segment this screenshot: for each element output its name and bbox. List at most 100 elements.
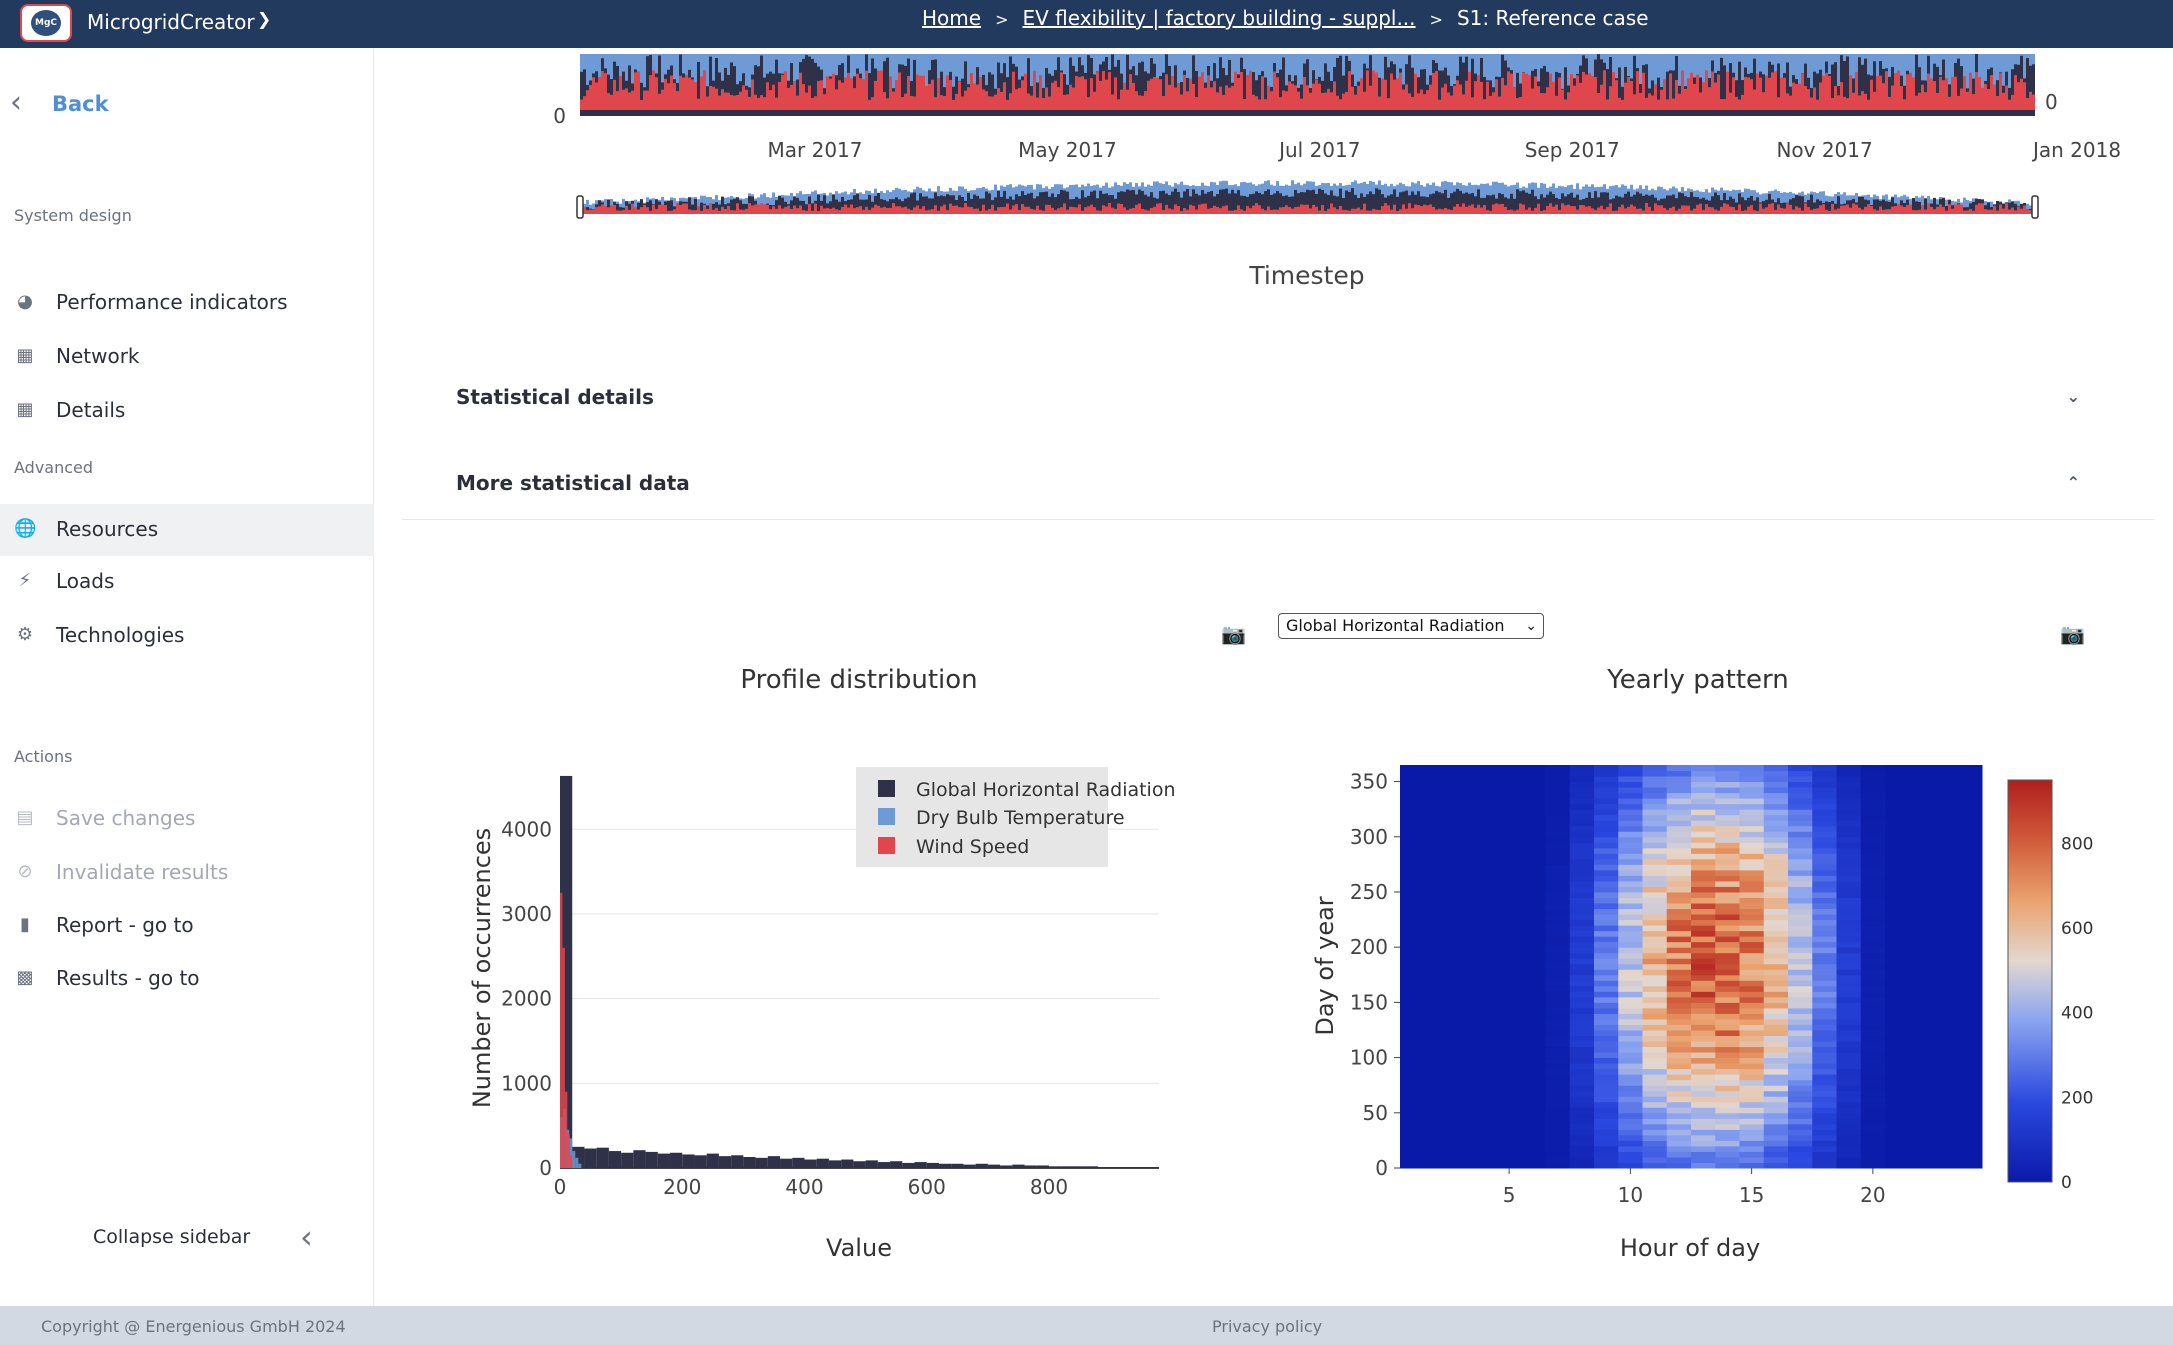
range-series-ghr xyxy=(1120,191,1123,214)
heatmap-cell xyxy=(1642,891,1668,898)
camera-icon[interactable]: 📷 xyxy=(1221,622,1246,646)
yearly-pattern-chart[interactable]: Yearly pattern 5 10 15 20 05010015020025030… xyxy=(1275,650,2135,1290)
heatmap-cell xyxy=(1933,1052,1959,1059)
series-bar-wind xyxy=(811,98,814,114)
heatmap-cell xyxy=(1909,930,1934,937)
heatmap-cell xyxy=(1691,958,1716,965)
range-series-wind xyxy=(1981,203,1984,214)
range-series-ghr xyxy=(970,198,973,214)
series-bar-wind xyxy=(1150,78,1153,114)
legend-label[interactable]: Global Horizontal Radiation xyxy=(916,779,1176,801)
heatmap-cell xyxy=(1788,1112,1813,1119)
heatmap-cell xyxy=(1933,1013,1959,1020)
accordion-more-statistical-data[interactable]: More statistical data ⌃ xyxy=(456,471,2096,495)
heatmap-cell xyxy=(1618,1079,1643,1086)
range-series-ghr xyxy=(1018,196,1021,214)
series-bar-ghr xyxy=(1006,77,1009,114)
range-series-ghr xyxy=(1669,195,1672,214)
heatmap-cell xyxy=(1763,1151,1789,1158)
chevron-left-icon[interactable]: ‹ xyxy=(300,1218,313,1256)
heatmap-cell xyxy=(1812,1002,1837,1009)
app-name[interactable]: MicrogridCreator xyxy=(87,10,255,34)
heatmap-cell xyxy=(1860,798,1886,805)
series-bar-wind xyxy=(1381,78,1384,114)
timeseries-chart[interactable]: 0 0 Mar 2017 May 2017 Jul 2017 Sep 2017 Nov … xyxy=(380,48,2170,308)
timeseries-plot-area[interactable] xyxy=(580,54,2035,116)
heatmap-cell xyxy=(1860,1145,1886,1152)
top-bar: MgC MicrogridCreator ❯ Home > EV flexibili… xyxy=(0,0,2173,48)
sidebar-item-performance-indicators[interactable]: ◕ Performance indicators xyxy=(0,277,374,329)
heatmap-cell xyxy=(1788,891,1813,898)
series-bar-wind xyxy=(1342,93,1345,114)
series-bar-wind xyxy=(1531,88,1534,114)
heatmap-cell xyxy=(1885,996,1910,1003)
heatmap-cell xyxy=(1763,1112,1789,1119)
heatmap-cell xyxy=(1545,914,1571,921)
range-series-wind xyxy=(970,207,973,214)
heatmap-cell xyxy=(1400,809,1425,816)
sidebar-item-invalidate-results[interactable]: ⊘ Invalidate results xyxy=(0,847,374,899)
heatmap-cell xyxy=(1569,1129,1595,1136)
range-series-wind xyxy=(1402,204,1405,214)
heatmap-cell xyxy=(1885,1118,1910,1125)
heatmap-cell xyxy=(1448,969,1474,976)
heatmap-cell xyxy=(1812,1029,1837,1037)
sidebar-item-resources[interactable]: 🌐 Resources xyxy=(0,504,374,556)
heatmap-cell xyxy=(1957,1129,1983,1136)
accordion-statistical-details[interactable]: Statistical details ⌄ xyxy=(456,385,2096,409)
heatmap-cell xyxy=(1400,1118,1425,1125)
series-bar-wind xyxy=(826,76,829,114)
legend-label[interactable]: Wind Speed xyxy=(916,836,1029,858)
series-bar-wind xyxy=(937,78,940,114)
resource-select[interactable]: Global Horizontal Radiation ⌄ xyxy=(1278,613,1544,639)
legend[interactable]: Global Horizontal Radiation Dry Bulb Tem… xyxy=(856,767,1176,867)
sidebar-item-technologies[interactable]: ⚙ Technologies xyxy=(0,610,374,662)
collapse-sidebar-button[interactable]: Collapse sidebar xyxy=(93,1226,251,1248)
heatmap-cell xyxy=(1400,897,1425,904)
profile-distribution-chart[interactable]: Profile distribution 0 200 400 600 800 01000… xyxy=(440,650,1220,1290)
range-series-wind xyxy=(1741,210,1744,214)
heatmap-cell xyxy=(1642,925,1668,932)
range-slider[interactable] xyxy=(576,180,2039,219)
legend-label[interactable]: Dry Bulb Temperature xyxy=(916,807,1125,829)
range-series-ghr xyxy=(880,199,883,214)
range-series-wind xyxy=(1135,204,1138,214)
breadcrumb-project[interactable]: EV flexibility | factory building - supp… xyxy=(1022,6,1416,30)
range-handle-right[interactable] xyxy=(2031,195,2039,219)
privacy-policy-link[interactable]: Privacy policy xyxy=(1212,1317,1323,1336)
series-bar-wind xyxy=(2020,78,2023,114)
range-series-wind xyxy=(1717,210,1720,214)
breadcrumb-home[interactable]: Home xyxy=(922,6,982,30)
heatmap-cell xyxy=(1472,1101,1498,1108)
sidebar-item-loads[interactable]: ⚡ Loads xyxy=(0,556,374,608)
heatmap-cell xyxy=(1957,798,1983,805)
series-bar-ghr xyxy=(940,71,943,114)
heatmap-cell xyxy=(1812,1046,1837,1053)
series-bar-wind xyxy=(1810,97,1813,114)
sidebar-item-results[interactable]: ▩ Results - go to xyxy=(0,953,374,1005)
heatmap-cell xyxy=(1812,991,1837,998)
sidebar-item-details[interactable]: ▦ Details xyxy=(0,385,374,437)
chevron-down-icon[interactable]: ❯ xyxy=(257,10,272,30)
heatmap-cell xyxy=(1812,1018,1837,1025)
app-logo[interactable]: MgC xyxy=(20,4,72,42)
heatmap-cell xyxy=(1788,1151,1813,1158)
range-series-ghr xyxy=(1102,193,1105,214)
range-series-wind xyxy=(1975,204,1978,214)
heatmap-cell xyxy=(1521,1156,1546,1163)
heatmap-cell xyxy=(1545,1002,1571,1009)
sidebar-item-report[interactable]: ▮ Report - go to xyxy=(0,900,374,952)
sidebar-item-network[interactable]: ▦ Network xyxy=(0,331,374,383)
heatmap-cell xyxy=(1788,798,1813,805)
heatmap-cell xyxy=(1933,831,1959,838)
heatmap-cell xyxy=(1788,1068,1813,1075)
camera-icon[interactable]: 📷 xyxy=(2060,622,2085,646)
heatmap-cell xyxy=(1497,1002,1522,1009)
range-handle-left[interactable] xyxy=(576,195,584,219)
sidebar-item-save-changes[interactable]: ▤ Save changes xyxy=(0,793,374,845)
range-series-wind xyxy=(2026,209,2029,214)
heatmap-cell xyxy=(1885,886,1910,893)
heatmap-cell xyxy=(1618,930,1643,937)
series-bar-wind xyxy=(1633,94,1636,114)
